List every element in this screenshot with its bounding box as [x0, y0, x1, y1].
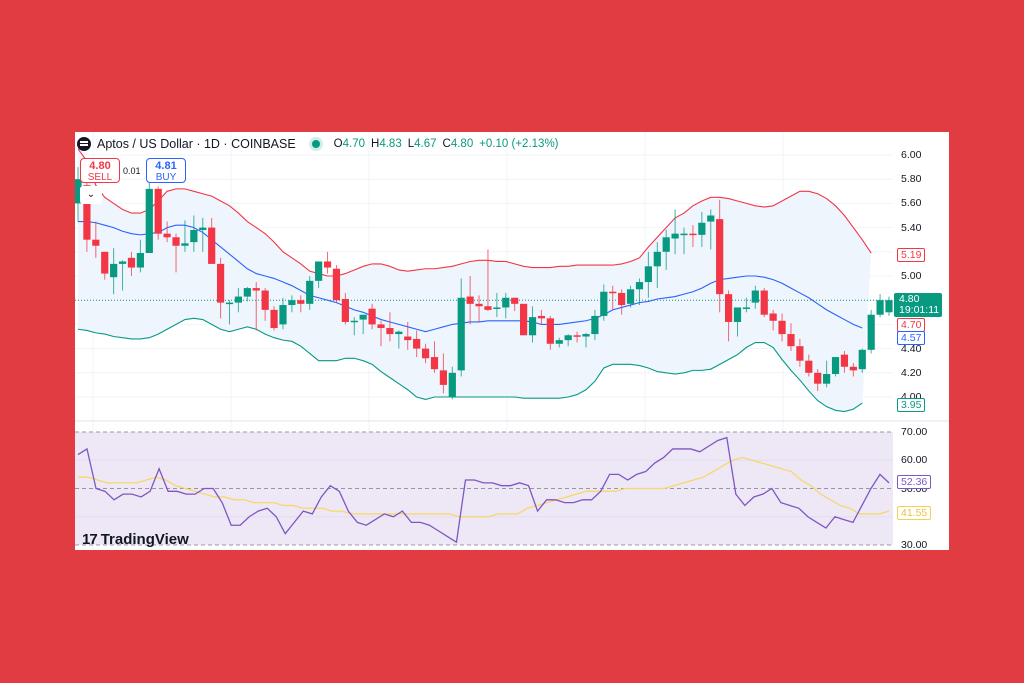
sell-price: 4.80 [89, 160, 111, 172]
price-tick-label: 5.60 [901, 197, 922, 209]
price-tick-label: 4.20 [901, 367, 922, 379]
change-value: +0.10 (+2.13%) [479, 138, 559, 150]
rsi-tick-label: 30.00 [901, 539, 928, 550]
price-tick-label: 5.40 [901, 222, 922, 234]
lower-band-badge: 3.95 [897, 398, 926, 412]
close-value: 4.80 [450, 138, 474, 150]
open-value: 4.70 [342, 138, 366, 150]
open-label: O [333, 138, 343, 150]
tradingview-name: TradingView [100, 531, 189, 548]
upper-band-badge: 5.19 [897, 248, 926, 262]
spread-value: 0.01 [123, 166, 141, 176]
price-tick-label: 6.00 [901, 149, 922, 161]
basis-badge: 4.57 [897, 331, 926, 345]
bar-countdown: 19:01:11 [899, 304, 940, 316]
sell-label: SELL [87, 172, 113, 183]
collapse-chevron-icon[interactable]: ⌄ [80, 186, 102, 204]
buy-button[interactable]: 4.81 BUY [146, 158, 186, 183]
market-status-icon [311, 140, 320, 148]
open-price-badge: 4.70 [897, 318, 926, 332]
current-price-badge: 4.80 19:01:11 [894, 293, 942, 317]
tradingview-logo[interactable]: 17 TradingView [82, 531, 189, 548]
chart-canvas[interactable] [75, 132, 949, 550]
chart-card: Aptos / US Dollar · 1D · COINBASE O4.70 … [75, 132, 949, 550]
rsi-ma-badge: 41.55 [897, 506, 932, 520]
buy-label: BUY [155, 172, 177, 183]
high-label: H [371, 138, 380, 150]
price-tick-label: 4.40 [901, 343, 922, 355]
rsi-tick-label: 70.00 [901, 426, 928, 438]
aptos-logo-icon [77, 137, 91, 151]
rsi-tick-label: 60.00 [901, 454, 928, 466]
tradingview-mark-icon: 17 [82, 531, 98, 548]
buy-price: 4.81 [155, 160, 177, 172]
symbol-legend[interactable]: Aptos / US Dollar · 1D · COINBASE O4.70 … [77, 137, 559, 151]
high-value: 4.83 [379, 138, 402, 150]
low-label: L [407, 138, 415, 150]
current-price: 4.80 [899, 293, 920, 305]
symbol-title[interactable]: Aptos / US Dollar · 1D · COINBASE [97, 137, 296, 151]
price-tick-label: 5.80 [901, 173, 922, 185]
price-tick-label: 5.00 [901, 270, 922, 282]
rsi-value-badge: 52.36 [897, 475, 932, 489]
low-value: 4.67 [414, 138, 437, 150]
close-label: C [442, 138, 451, 150]
sell-button[interactable]: 4.80 SELL [80, 158, 120, 183]
ohlc-values: O4.70 H4.83 L4.67 C4.80 +0.10 (+2.13%) [334, 138, 559, 150]
